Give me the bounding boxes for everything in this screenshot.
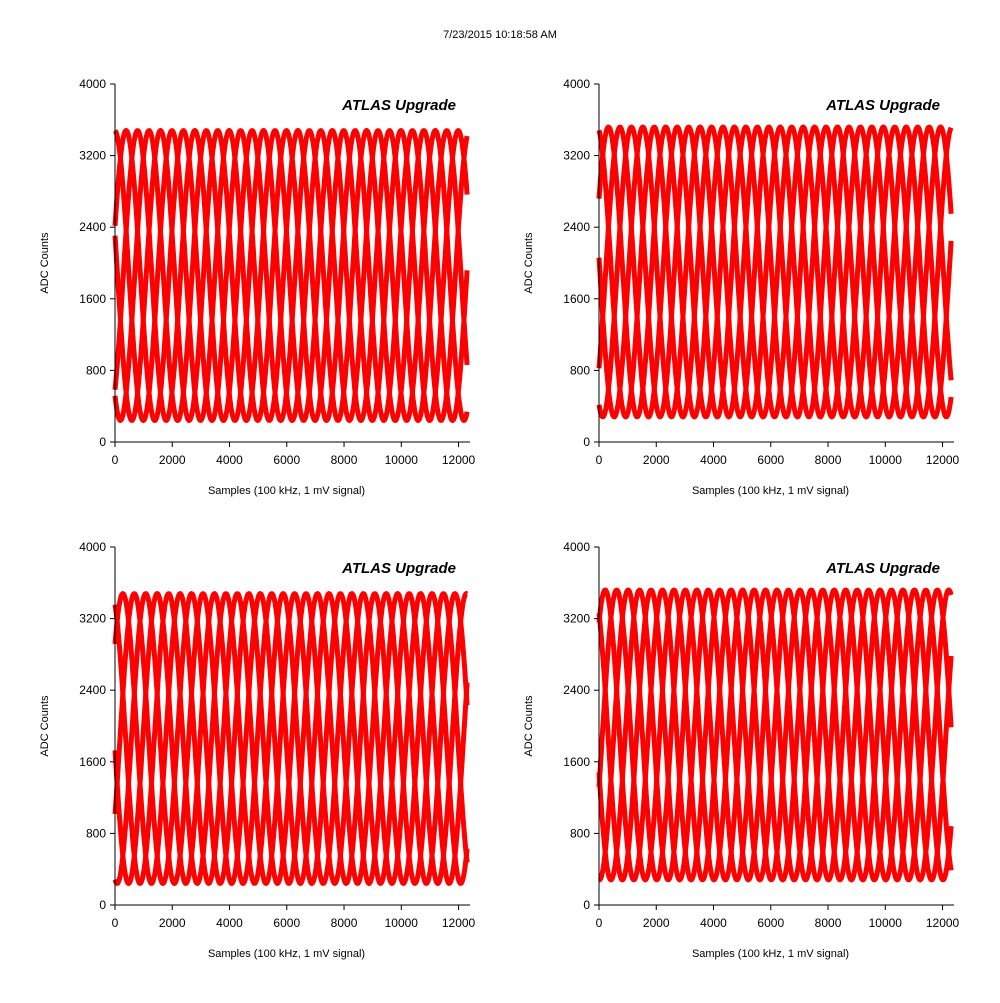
chart-title: ATLAS Upgrade xyxy=(825,560,940,577)
trace-line xyxy=(112,128,470,423)
y-tick-label: 1600 xyxy=(563,755,590,769)
y-tick-label: 0 xyxy=(583,898,590,912)
x-tick-label: 2000 xyxy=(159,916,186,930)
x-axis-title: Samples (100 kHz, 1 mV signal) xyxy=(208,948,365,960)
trace-line xyxy=(113,128,470,423)
chart-3: 0 800 1600 2400 3200 4000 0 2000 4000 6000 8000 100… xyxy=(39,540,476,960)
x-tick-label: 8000 xyxy=(815,453,842,467)
x-axis-title: Samples (100 kHz, 1 mV signal) xyxy=(208,485,365,497)
chart-2: 0 800 1600 2400 3200 4000 0 2000 4000 6000 8000 100… xyxy=(523,77,960,497)
y-tick-label: 800 xyxy=(86,826,106,840)
chart-title: ATLAS Upgrade xyxy=(341,97,456,114)
chart-panel-3: 0 800 1600 2400 3200 4000 0 2000 4000 6000 8000 100… xyxy=(0,533,500,1003)
y-tick-label: 2400 xyxy=(79,683,106,697)
x-axis-title: Samples (100 kHz, 1 mV signal) xyxy=(692,948,849,960)
x-tick-label: 2000 xyxy=(159,453,186,467)
y-axis-title: ADC Counts xyxy=(523,232,535,294)
y-tick-label: 1600 xyxy=(563,292,590,306)
chart-panel-1: 0 800 1600 2400 3200 4000 0 2000 4000 6000 8000 100… xyxy=(0,70,500,540)
x-tick-label: 8000 xyxy=(331,453,358,467)
y-tick-label: 4000 xyxy=(79,540,106,554)
y-tick-label: 1600 xyxy=(79,755,106,769)
trace-line xyxy=(597,587,954,883)
trace-line xyxy=(112,591,470,886)
x-tick-label: 0 xyxy=(112,916,119,930)
y-tick-label: 1600 xyxy=(79,292,106,306)
x-tick-label: 10000 xyxy=(869,916,903,930)
y-axis-title: ADC Counts xyxy=(39,232,51,294)
y-axis-title: ADC Counts xyxy=(523,695,535,757)
y-tick-label: 0 xyxy=(99,435,106,449)
chart-panel-4: 0 800 1600 2400 3200 4000 0 2000 4000 6000 8000 100… xyxy=(484,533,984,1003)
x-tick-label: 6000 xyxy=(273,453,300,467)
chart-4: 0 800 1600 2400 3200 4000 0 2000 4000 6000 8000 100… xyxy=(523,540,960,960)
chart-panel-2: 0 800 1600 2400 3200 4000 0 2000 4000 6000 8000 100… xyxy=(484,70,984,540)
y-tick-label: 3200 xyxy=(79,149,106,163)
x-tick-label: 4000 xyxy=(216,453,243,467)
trace-line xyxy=(596,124,954,420)
x-tick-label: 10000 xyxy=(385,453,419,467)
y-tick-label: 3200 xyxy=(79,612,106,626)
y-tick-label: 4000 xyxy=(79,77,106,91)
x-tick-label: 4000 xyxy=(216,916,243,930)
x-axis-title: Samples (100 kHz, 1 mV signal) xyxy=(692,485,849,497)
y-tick-label: 800 xyxy=(86,363,106,377)
y-tick-label: 4000 xyxy=(563,77,590,91)
x-tick-label: 4000 xyxy=(700,916,727,930)
timestamp: 7/23/2015 10:18:58 AM xyxy=(443,29,557,41)
y-tick-label: 2400 xyxy=(563,683,590,697)
trace-line xyxy=(596,124,954,420)
chart-title: ATLAS Upgrade xyxy=(341,560,456,577)
x-tick-label: 12000 xyxy=(926,916,960,930)
x-tick-label: 0 xyxy=(112,453,119,467)
x-tick-label: 6000 xyxy=(757,916,784,930)
y-tick-label: 2400 xyxy=(79,220,106,234)
y-axis-title: ADC Counts xyxy=(39,695,51,757)
trace-line xyxy=(596,587,954,883)
y-tick-label: 3200 xyxy=(563,612,590,626)
x-tick-label: 6000 xyxy=(757,453,784,467)
y-tick-label: 2400 xyxy=(563,220,590,234)
x-tick-label: 8000 xyxy=(815,916,842,930)
chart-1: 0 800 1600 2400 3200 4000 0 2000 4000 6000 8000 100… xyxy=(39,77,476,497)
x-tick-label: 12000 xyxy=(442,453,476,467)
trace-line xyxy=(596,124,954,420)
x-tick-label: 8000 xyxy=(331,916,358,930)
y-tick-label: 4000 xyxy=(563,540,590,554)
trace-line xyxy=(112,128,470,423)
trace-line xyxy=(112,591,470,886)
x-tick-label: 12000 xyxy=(926,453,960,467)
chart-title: ATLAS Upgrade xyxy=(825,97,940,114)
y-tick-label: 0 xyxy=(583,435,590,449)
x-tick-label: 2000 xyxy=(643,916,670,930)
y-tick-label: 0 xyxy=(99,898,106,912)
y-tick-label: 800 xyxy=(570,363,590,377)
x-tick-label: 0 xyxy=(596,453,603,467)
x-tick-label: 6000 xyxy=(273,916,300,930)
x-tick-label: 0 xyxy=(596,916,603,930)
x-tick-label: 4000 xyxy=(700,453,727,467)
x-tick-label: 10000 xyxy=(869,453,903,467)
x-tick-label: 12000 xyxy=(442,916,476,930)
y-tick-label: 3200 xyxy=(563,149,590,163)
x-tick-label: 10000 xyxy=(385,916,419,930)
x-tick-label: 2000 xyxy=(643,453,670,467)
y-tick-label: 800 xyxy=(570,826,590,840)
